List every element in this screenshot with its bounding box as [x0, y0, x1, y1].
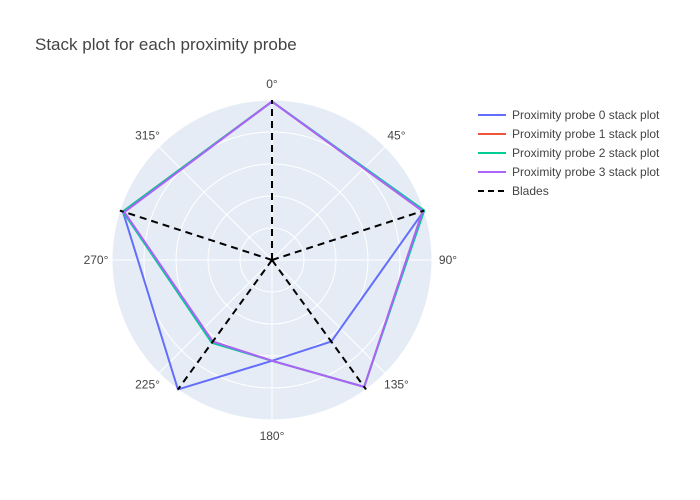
angular-gridline	[271, 146, 386, 261]
legend-item[interactable]: Blades	[478, 184, 549, 198]
blade-line	[177, 259, 273, 391]
blade-line	[271, 209, 425, 261]
angular-gridline	[271, 259, 386, 374]
legend-label: Proximity probe 1 stack plot	[512, 127, 660, 141]
angular-tick-label: 45°	[387, 129, 405, 143]
angular-tick-label: 180°	[260, 429, 285, 443]
legend-item[interactable]: Proximity probe 2 stack plot	[478, 146, 660, 160]
legend-label: Proximity probe 0 stack plot	[512, 108, 660, 122]
chart-title: Stack plot for each proximity probe	[35, 35, 297, 54]
legend-label: Proximity probe 3 stack plot	[512, 165, 660, 179]
angular-tick-label: 225°	[135, 377, 160, 391]
legend[interactable]: Proximity probe 0 stack plot Proximity pr…	[478, 108, 660, 198]
angular-tick-labels: 0° 45° 90° 135° 180° 225° 270° 315°	[84, 77, 458, 443]
legend-item[interactable]: Proximity probe 0 stack plot	[478, 108, 660, 122]
blade-line	[119, 209, 273, 261]
legend-item[interactable]: Proximity probe 1 stack plot	[478, 127, 660, 141]
blade-line	[271, 259, 367, 391]
angular-gridline	[158, 259, 273, 374]
angular-tick-label: 270°	[84, 253, 109, 267]
angular-gridline	[158, 146, 273, 261]
angular-tick-label: 315°	[135, 129, 160, 143]
angular-tick-label: 90°	[439, 253, 457, 267]
legend-label: Blades	[512, 184, 549, 198]
legend-item[interactable]: Proximity probe 3 stack plot	[478, 165, 660, 179]
angular-tick-label: 0°	[266, 77, 278, 91]
series-layer	[119, 100, 426, 391]
series-4	[119, 100, 425, 391]
angular-tick-label: 135°	[384, 377, 409, 391]
legend-label: Proximity probe 2 stack plot	[512, 146, 660, 160]
